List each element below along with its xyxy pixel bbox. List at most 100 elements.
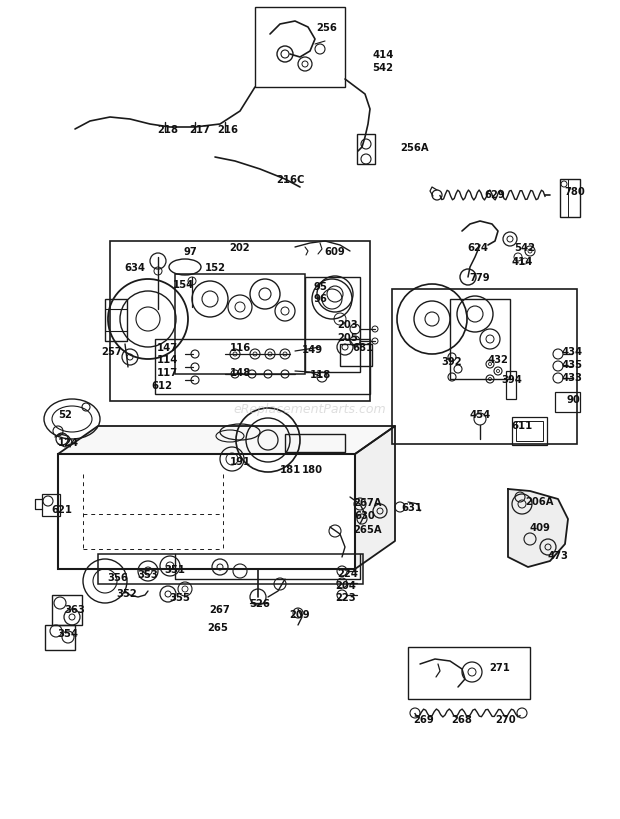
- Text: 118: 118: [309, 369, 330, 379]
- Text: 630: 630: [355, 510, 375, 520]
- Text: 224: 224: [337, 568, 358, 578]
- Bar: [516, 422, 543, 441]
- Text: 454: 454: [469, 410, 490, 419]
- Text: 209: 209: [290, 609, 311, 619]
- Text: 270: 270: [495, 714, 516, 724]
- Bar: [506, 372, 516, 400]
- Text: 526: 526: [250, 598, 270, 609]
- Text: 265: 265: [208, 622, 228, 632]
- Text: 351: 351: [164, 564, 185, 574]
- Text: 154: 154: [172, 279, 193, 290]
- Bar: [560, 180, 580, 218]
- Text: 433: 433: [562, 373, 582, 382]
- Text: 218: 218: [157, 124, 179, 135]
- Text: 152: 152: [205, 263, 226, 273]
- Text: 414: 414: [373, 50, 394, 60]
- Text: 114: 114: [156, 355, 178, 364]
- Text: 542: 542: [373, 63, 394, 73]
- Bar: [450, 300, 510, 379]
- Text: 363: 363: [64, 604, 86, 614]
- Text: 149: 149: [301, 345, 322, 355]
- Bar: [52, 595, 82, 625]
- Text: 434: 434: [562, 346, 583, 356]
- Text: 621: 621: [51, 505, 73, 514]
- Text: 414: 414: [512, 256, 533, 267]
- Text: 191: 191: [229, 456, 250, 467]
- Text: 356: 356: [107, 572, 128, 582]
- Text: 355: 355: [169, 592, 190, 602]
- Text: 268: 268: [451, 714, 472, 724]
- Text: 148: 148: [229, 368, 250, 378]
- Text: 181: 181: [280, 464, 301, 474]
- Text: 634: 634: [125, 263, 146, 273]
- Text: 96: 96: [313, 294, 327, 304]
- Text: 271: 271: [490, 663, 510, 672]
- Text: 394: 394: [502, 374, 523, 385]
- Text: 392: 392: [441, 356, 463, 367]
- Text: 629: 629: [485, 190, 505, 200]
- Bar: [285, 434, 345, 452]
- Text: 409: 409: [529, 523, 551, 532]
- Text: 611: 611: [512, 420, 533, 431]
- Text: 780: 780: [565, 187, 585, 197]
- Text: 204: 204: [335, 581, 356, 590]
- Bar: [105, 300, 127, 342]
- Text: 116: 116: [229, 342, 250, 352]
- Text: 202: 202: [229, 242, 250, 253]
- Bar: [357, 135, 375, 165]
- Bar: [42, 495, 60, 516]
- Text: 90: 90: [566, 395, 580, 405]
- Text: 542: 542: [515, 242, 536, 253]
- Text: 624: 624: [467, 242, 489, 253]
- Polygon shape: [508, 490, 568, 568]
- Text: 217: 217: [190, 124, 210, 135]
- Bar: [555, 392, 580, 413]
- Text: 52: 52: [58, 410, 72, 419]
- Bar: [175, 274, 305, 374]
- Text: 609: 609: [325, 247, 345, 256]
- Text: 117: 117: [156, 368, 177, 378]
- Bar: [305, 278, 360, 373]
- Text: 124: 124: [58, 437, 79, 447]
- Bar: [340, 345, 372, 367]
- Text: 269: 269: [414, 714, 435, 724]
- Polygon shape: [58, 427, 395, 455]
- Text: 97: 97: [183, 247, 197, 256]
- Text: eReplacementParts.com: eReplacementParts.com: [234, 403, 386, 416]
- Bar: [512, 418, 547, 446]
- Bar: [155, 340, 370, 395]
- Bar: [58, 455, 355, 569]
- Text: 203: 203: [338, 319, 358, 329]
- Text: 267: 267: [210, 604, 231, 614]
- Text: 435: 435: [562, 360, 583, 369]
- Text: 631: 631: [402, 502, 422, 513]
- Bar: [98, 554, 363, 584]
- Text: 216: 216: [218, 124, 239, 135]
- Text: 681: 681: [352, 342, 374, 352]
- Text: 206A: 206A: [526, 496, 554, 506]
- Text: 256: 256: [317, 23, 337, 33]
- Text: 432: 432: [487, 355, 508, 364]
- Polygon shape: [355, 427, 395, 569]
- Text: 216C: 216C: [276, 174, 304, 185]
- Text: 95: 95: [313, 282, 327, 292]
- Bar: [408, 647, 530, 699]
- Text: 257: 257: [102, 346, 122, 356]
- Bar: [392, 290, 577, 445]
- Text: 180: 180: [301, 464, 322, 474]
- Text: 223: 223: [335, 592, 356, 602]
- Text: 256A: 256A: [401, 143, 429, 153]
- Text: 265A: 265A: [353, 524, 383, 534]
- Bar: [110, 242, 370, 401]
- Bar: [45, 625, 75, 650]
- Text: 267A: 267A: [354, 497, 383, 508]
- Text: 612: 612: [151, 381, 172, 391]
- Text: 354: 354: [58, 628, 79, 638]
- Bar: [255, 8, 345, 88]
- Text: 352: 352: [117, 588, 138, 598]
- Text: 779: 779: [470, 273, 490, 283]
- Text: 147: 147: [156, 342, 177, 352]
- Text: 473: 473: [547, 550, 569, 560]
- Text: 205: 205: [338, 333, 358, 342]
- Text: 353: 353: [138, 569, 158, 579]
